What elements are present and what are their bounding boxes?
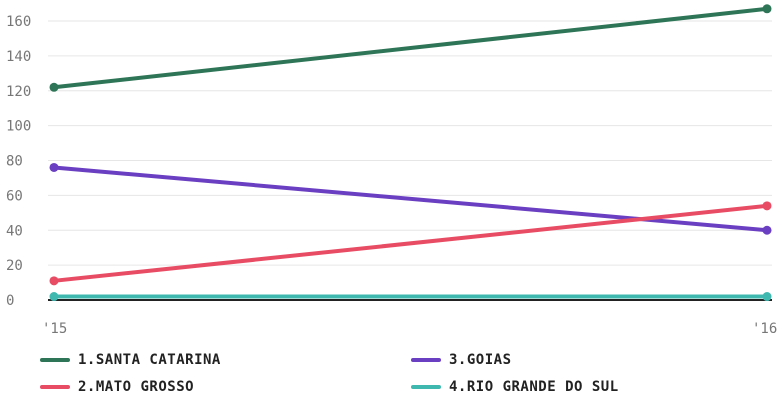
- y-tick-label: 120: [6, 84, 31, 100]
- data-point-rio-grande-do-sul-0[interactable]: [49, 292, 59, 302]
- x-axis-ticks: '15 '16: [42, 321, 777, 337]
- legend-item-goias[interactable]: 3.GOIAS: [411, 350, 512, 370]
- legend-label-rio-grande-do-sul: 4.RIO GRANDE DO SUL: [449, 379, 619, 395]
- legend-swatch-mato-grosso: [40, 385, 70, 389]
- data-point-mato-grosso-0[interactable]: [49, 276, 59, 286]
- series-line-mato-grosso[interactable]: [52, 203, 769, 283]
- y-tick-label: 40: [6, 223, 23, 239]
- legend-item-mato-grosso[interactable]: 2.MATO GROSSO: [40, 377, 194, 397]
- series-line-santa-catarina[interactable]: [52, 6, 769, 90]
- data-point-mato-grosso-1[interactable]: [762, 201, 772, 211]
- legend-label-santa-catarina: 1.SANTA CATARINA: [78, 352, 221, 368]
- data-point-goias-1[interactable]: [762, 225, 772, 235]
- y-tick-label: 160: [6, 14, 31, 30]
- series-line-goias[interactable]: [52, 165, 769, 233]
- legend-swatch-goias: [411, 358, 441, 362]
- data-point-santa-catarina-0[interactable]: [49, 82, 59, 92]
- x-tick-label: '16: [752, 321, 777, 337]
- y-tick-label: 140: [6, 49, 31, 65]
- legend-item-santa-catarina[interactable]: 1.SANTA CATARINA: [40, 350, 221, 370]
- grid-lines: [48, 20, 772, 266]
- y-tick-label: 60: [6, 188, 23, 204]
- y-tick-label: 100: [6, 119, 31, 135]
- series-group: [49, 4, 772, 302]
- data-point-rio-grande-do-sul-1[interactable]: [762, 292, 772, 302]
- y-axis-ticks: 0 20 40 60 80 100 120 140 160: [6, 14, 31, 309]
- y-tick-label: 80: [6, 154, 23, 170]
- y-tick-label: 20: [6, 258, 23, 274]
- legend-label-goias: 3.GOIAS: [449, 352, 512, 368]
- data-point-santa-catarina-1[interactable]: [762, 4, 772, 14]
- x-tick-label: '15: [42, 321, 67, 337]
- legend-item-rio-grande-do-sul[interactable]: 4.RIO GRANDE DO SUL: [411, 377, 619, 397]
- legend-swatch-santa-catarina: [40, 358, 70, 362]
- y-tick-label: 0: [6, 293, 14, 309]
- legend: 1.SANTA CATARINA 2.MATO GROSSO 3.GOIAS 4…: [0, 340, 782, 397]
- legend-swatch-rio-grande-do-sul: [411, 385, 441, 389]
- legend-label-mato-grosso: 2.MATO GROSSO: [78, 379, 195, 395]
- data-point-goias-0[interactable]: [49, 162, 59, 172]
